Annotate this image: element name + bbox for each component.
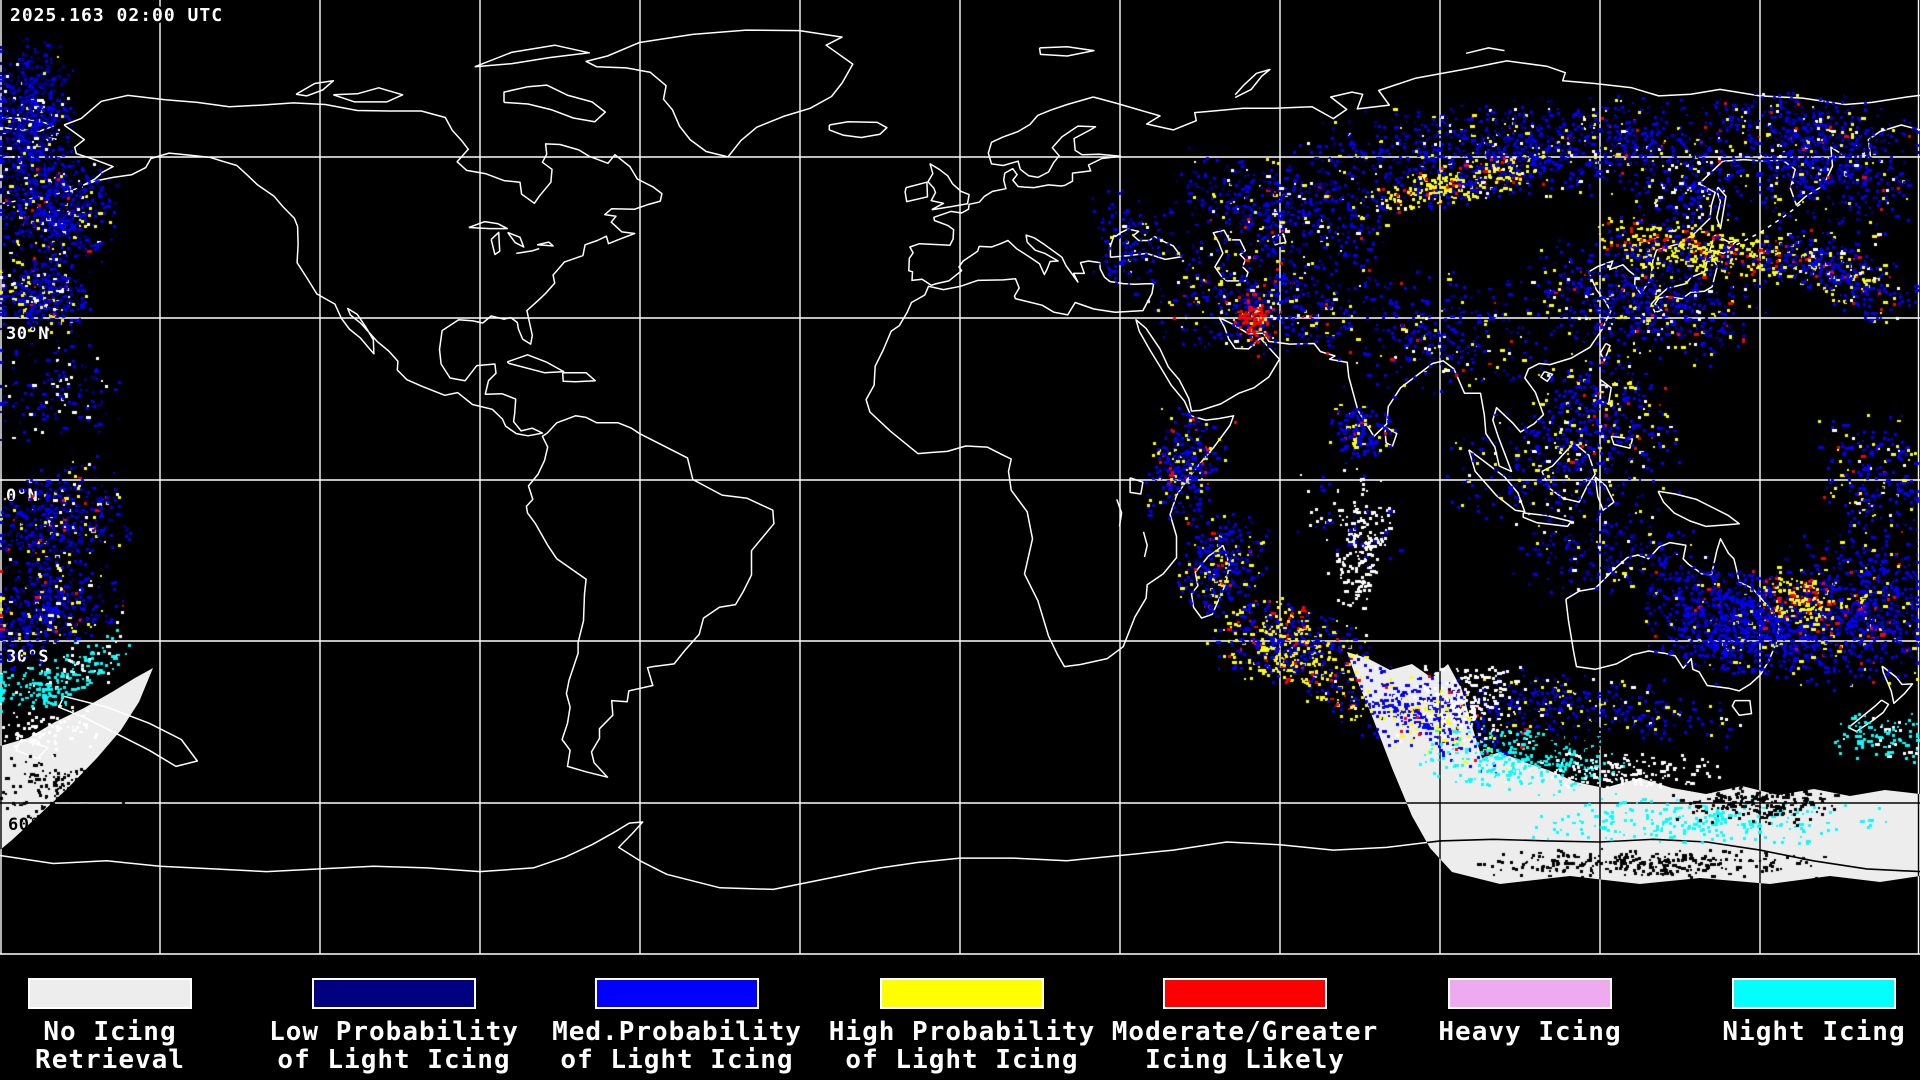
lat-label-30s: 30°S <box>6 647 49 667</box>
legend-item-high-probability: High Probability of Light Icing <box>825 960 1099 1074</box>
legend: No Icing Retrieval Low Probability of Li… <box>0 960 1920 1080</box>
lat-label-60s: 60°S <box>8 815 51 835</box>
legend-swatch-no-icing <box>28 978 192 1009</box>
legend-item-moderate-greater: Moderate/Greater Icing Likely <box>1108 960 1382 1074</box>
legend-swatch-night-icing <box>1732 978 1896 1009</box>
legend-label-line: Night Icing <box>1722 1017 1906 1047</box>
legend-swatch-moderate-greater <box>1163 978 1327 1009</box>
legend-label-line: Retrieval <box>35 1045 185 1075</box>
lat-label-0n: 0°N <box>6 486 38 506</box>
legend-label: Heavy Icing <box>1393 1018 1667 1046</box>
legend-item-med-probability: Med.Probability of Light Icing <box>540 960 814 1074</box>
legend-label-line: Icing Likely <box>1145 1045 1345 1075</box>
legend-label-line: No Icing <box>43 1017 177 1047</box>
legend-label-line: Moderate/Greater <box>1111 1017 1379 1047</box>
legend-label-line: of Light Icing <box>560 1045 794 1075</box>
legend-label: No Icing Retrieval <box>0 1018 247 1074</box>
legend-label: High Probability of Light Icing <box>825 1018 1099 1074</box>
legend-label-line: Med.Probability <box>552 1017 802 1047</box>
legend-label-line: of Light Icing <box>277 1045 511 1075</box>
legend-swatch-high-probability <box>880 978 1044 1009</box>
legend-item-no-icing: No Icing Retrieval <box>0 960 247 1074</box>
timestamp: 2025.163 02:00 UTC <box>10 5 223 26</box>
legend-item-night-icing: Night Icing <box>1677 960 1920 1046</box>
lat-label-30n: 30°N <box>6 324 49 344</box>
legend-label-line: High Probability <box>828 1017 1096 1047</box>
legend-label: Night Icing <box>1677 1018 1920 1046</box>
legend-swatch-low-probability <box>312 978 476 1009</box>
legend-swatch-med-probability <box>595 978 759 1009</box>
legend-label: Med.Probability of Light Icing <box>540 1018 814 1074</box>
legend-item-low-probability: Low Probability of Light Icing <box>257 960 531 1074</box>
legend-label-line: of Light Icing <box>845 1045 1079 1075</box>
legend-swatch-heavy-icing <box>1448 978 1612 1009</box>
legend-item-heavy-icing: Heavy Icing <box>1393 960 1667 1046</box>
legend-label: Low Probability of Light Icing <box>257 1018 531 1074</box>
legend-label: Moderate/Greater Icing Likely <box>1108 1018 1382 1074</box>
legend-label-line: Low Probability <box>269 1017 519 1047</box>
legend-label-line: Heavy Icing <box>1438 1017 1622 1047</box>
